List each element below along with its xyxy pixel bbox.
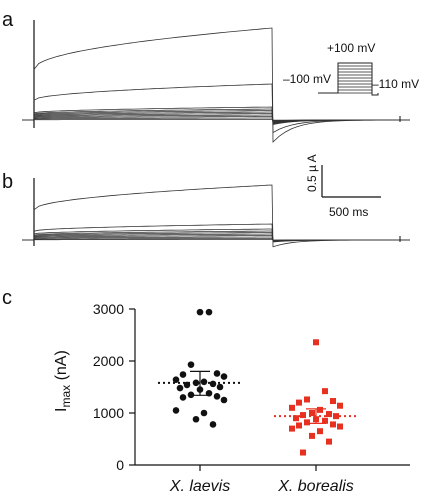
panel-c-label: c bbox=[2, 287, 12, 309]
scatter-plot bbox=[158, 308, 358, 456]
y-axis-ticks: 0 1000 2000 3000 bbox=[93, 301, 135, 473]
panel-b-label: b bbox=[2, 171, 13, 193]
data-point bbox=[209, 421, 217, 428]
data-point bbox=[326, 438, 332, 445]
panel-c: c 0 1000 2000 3000 Imax (nA) X. laevis X. bo… bbox=[2, 287, 410, 495]
data-point bbox=[317, 406, 323, 413]
data-point bbox=[330, 398, 336, 405]
data-point bbox=[296, 422, 302, 429]
data-point bbox=[300, 449, 306, 456]
data-point bbox=[192, 415, 200, 423]
data-point bbox=[304, 396, 310, 403]
data-point bbox=[172, 376, 180, 384]
data-point bbox=[300, 412, 306, 419]
data-point bbox=[196, 308, 204, 316]
protocol-steps bbox=[338, 65, 372, 94]
y-axis-title-main: I bbox=[53, 408, 70, 412]
data-point bbox=[289, 425, 295, 432]
data-point bbox=[309, 410, 315, 416]
current-traces-a bbox=[22, 20, 410, 143]
y-axis-title-unit: (nA) bbox=[53, 350, 70, 385]
data-point bbox=[179, 394, 187, 401]
data-point bbox=[205, 308, 213, 316]
current-traces-b bbox=[22, 178, 410, 248]
data-point bbox=[317, 428, 323, 435]
panel-b: b 0.5 µ A 500 ms bbox=[2, 154, 410, 248]
current-trace bbox=[33, 83, 395, 134]
data-point bbox=[296, 399, 302, 406]
data-point bbox=[213, 370, 221, 377]
data-point bbox=[289, 404, 295, 411]
y-axis-title: Imax (nA) bbox=[53, 350, 73, 412]
data-point bbox=[337, 402, 343, 409]
panel-a: a +100 mV –100 mV –110 mV bbox=[2, 9, 419, 143]
data-point bbox=[220, 396, 228, 404]
y-tick-label: 0 bbox=[116, 457, 124, 473]
data-point bbox=[205, 389, 213, 397]
data-point bbox=[322, 388, 328, 395]
current-trace bbox=[34, 239, 395, 241]
data-point bbox=[293, 415, 299, 422]
data-point bbox=[333, 413, 339, 420]
scale-bar-current-label: 0.5 µ A bbox=[305, 154, 319, 192]
data-point bbox=[200, 409, 208, 417]
data-point bbox=[209, 380, 217, 388]
x-axis-categories: X. laevis X. borealis bbox=[169, 465, 354, 495]
data-point bbox=[216, 383, 224, 391]
panel-a-label: a bbox=[2, 9, 14, 31]
data-point bbox=[313, 416, 319, 423]
data-point bbox=[200, 378, 208, 386]
data-point bbox=[183, 381, 191, 389]
data-point bbox=[337, 423, 343, 430]
data-point bbox=[304, 419, 310, 426]
data-point bbox=[187, 391, 195, 399]
data-point bbox=[322, 417, 328, 424]
data-point bbox=[179, 371, 187, 378]
data-point bbox=[309, 432, 315, 439]
scale-bar-time-label: 500 ms bbox=[329, 205, 368, 219]
data-point bbox=[192, 379, 200, 387]
current-trace bbox=[33, 27, 395, 143]
data-point bbox=[326, 411, 332, 418]
data-point bbox=[196, 386, 204, 393]
protocol-tail-label: –110 mV bbox=[372, 77, 419, 91]
y-tick-label: 3000 bbox=[93, 301, 124, 317]
current-trace bbox=[34, 119, 395, 121]
scale-bar: 0.5 µ A 500 ms bbox=[305, 154, 381, 219]
data-point bbox=[313, 339, 319, 346]
y-axis-title-sub: max bbox=[59, 385, 73, 408]
data-point bbox=[213, 393, 221, 400]
voltage-protocol-inset: +100 mV –100 mV –110 mV bbox=[283, 41, 419, 96]
protocol-top-label: +100 mV bbox=[327, 41, 375, 55]
x-category-label: X. laevis bbox=[169, 478, 230, 495]
y-tick-label: 2000 bbox=[93, 353, 124, 369]
data-point bbox=[176, 384, 184, 392]
protocol-hold-label: –100 mV bbox=[283, 72, 331, 86]
data-point bbox=[187, 361, 195, 368]
data-point bbox=[220, 373, 228, 380]
data-point bbox=[172, 407, 180, 414]
y-tick-label: 1000 bbox=[93, 405, 124, 421]
data-point bbox=[330, 421, 336, 428]
current-trace bbox=[33, 184, 395, 248]
x-category-label: X. borealis bbox=[277, 478, 354, 495]
